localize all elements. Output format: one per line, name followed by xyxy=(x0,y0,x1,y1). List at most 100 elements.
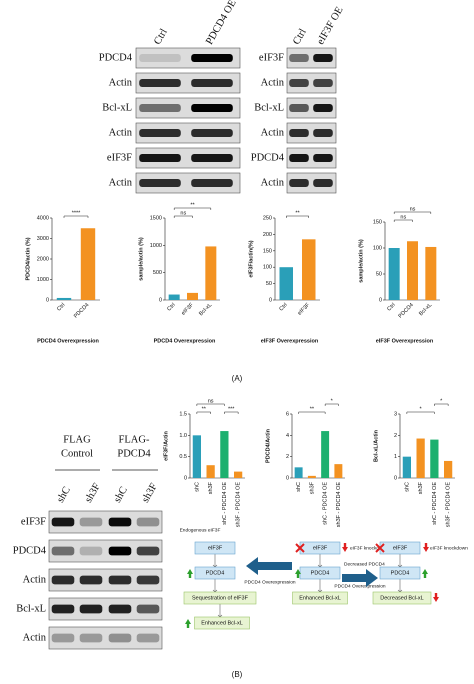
diagram-box xyxy=(372,591,432,605)
diagram-text: Decreased PDCD4 xyxy=(344,561,385,567)
group-header: FLAG- xyxy=(119,434,150,445)
bar xyxy=(187,292,198,300)
blot-strip xyxy=(286,147,337,169)
blot-band xyxy=(191,179,233,187)
blot-band xyxy=(313,54,333,62)
y-tick-label: 500 xyxy=(153,270,162,276)
diagram-box xyxy=(194,566,236,580)
blot-band xyxy=(313,79,333,87)
blot-band xyxy=(139,104,181,112)
y-tick-label: 0 xyxy=(286,475,289,481)
diagram-text: eIF3F knockdown xyxy=(350,545,388,551)
significance-label: * xyxy=(331,398,334,404)
flow-arrow xyxy=(397,554,403,568)
x-tick-label: shC - PDCD4 OE xyxy=(222,482,228,525)
lane-label: PDCD4 OE xyxy=(204,0,238,47)
arrow-icon xyxy=(295,569,301,578)
flow-arrow xyxy=(212,554,218,568)
group-header: FLAG xyxy=(63,434,91,445)
x-tick-label: sh3F xyxy=(208,481,214,494)
bar xyxy=(279,267,293,300)
diagram-text: Endogenous eIF3F xyxy=(180,527,221,533)
x-tick-label: shC xyxy=(296,482,302,492)
big-arrow xyxy=(246,557,292,575)
diagram-text: PDCD4 Overexpression xyxy=(334,583,386,589)
diagram-text: PDCD4 Overexpression xyxy=(244,579,296,585)
significance-bracket xyxy=(196,411,211,414)
bar xyxy=(388,248,400,300)
blot-band xyxy=(136,517,160,527)
significance-bracket xyxy=(224,411,239,414)
row-label: Actin xyxy=(23,574,47,585)
diagram-box xyxy=(379,566,421,580)
y-tick-label: 4000 xyxy=(37,215,49,221)
x-tick-label: Ctrl xyxy=(56,302,66,312)
row-label: Actin xyxy=(261,77,285,88)
y-tick-label: 100 xyxy=(263,265,272,271)
significance-label: ns xyxy=(208,398,214,404)
bar xyxy=(307,475,316,478)
diagram-box xyxy=(183,591,257,605)
flow-arrow xyxy=(317,579,323,593)
y-tick-label: 50 xyxy=(266,281,272,287)
arrow-icon xyxy=(423,543,429,552)
significance-label: ** xyxy=(202,406,207,412)
blot-strip xyxy=(286,97,337,119)
y-axis-label: Bcl-xL/Actin xyxy=(373,429,379,462)
x-axis-label: eIF3F Overexpression xyxy=(376,338,434,344)
x-tick-label: shC xyxy=(194,482,200,492)
x-tick-label: eIF3F xyxy=(297,302,312,317)
blot-band xyxy=(289,79,309,87)
lane-label: sh3F xyxy=(83,481,103,504)
significance-label: ** xyxy=(310,406,315,412)
blot-band xyxy=(139,154,181,162)
x-tick-label: PDCD4 xyxy=(398,302,415,319)
blot-band xyxy=(79,604,103,614)
x-tick-label: Bcl-xL xyxy=(418,302,433,317)
blot-band xyxy=(108,546,132,556)
significance-bracket xyxy=(434,403,449,406)
diagram-text: Decreased Bcl-xL xyxy=(380,595,423,601)
y-tick-label: 100 xyxy=(373,245,382,251)
y-tick-label: 0 xyxy=(159,297,162,303)
y-tick-label: 0 xyxy=(379,297,382,303)
lane-label: shC xyxy=(55,485,73,505)
lane-label: Ctrl xyxy=(152,27,170,47)
diagram-text: Enhanced Bcl-xL xyxy=(201,620,243,626)
y-tick-label: 200 xyxy=(263,232,272,238)
knockdown-cross xyxy=(295,543,305,553)
x-axis-label: eIF3F Overexpression xyxy=(261,338,319,344)
y-tick-label: 250 xyxy=(263,215,272,221)
significance-bracket xyxy=(406,411,435,414)
blot-strip xyxy=(286,72,337,94)
blot-band xyxy=(79,575,103,585)
bar xyxy=(234,471,243,478)
flow-arrow xyxy=(217,604,223,618)
y-tick-label: 150 xyxy=(373,219,382,225)
blot-strip xyxy=(135,122,241,144)
y-tick-label: 3 xyxy=(394,411,397,417)
blot-strip xyxy=(135,97,241,119)
blot-band xyxy=(139,54,181,62)
y-tick-label: 150 xyxy=(263,248,272,254)
row-label: PDCD4 xyxy=(13,545,47,556)
blot-band xyxy=(136,575,160,585)
blot-band xyxy=(191,104,233,112)
x-axis-label: PDCD4 Overexpression xyxy=(37,338,99,344)
y-tick-label: 1.5 xyxy=(179,411,187,417)
x-tick-label: shC - PDCD4 OE xyxy=(432,482,438,525)
row-label: Actin xyxy=(261,177,285,188)
blot-band xyxy=(313,154,333,162)
lane-label: Ctrl xyxy=(291,27,309,47)
blot-band xyxy=(79,633,103,643)
blot-strip xyxy=(135,72,241,94)
bar xyxy=(220,431,229,478)
blot-band xyxy=(108,517,132,527)
blot-band xyxy=(313,104,333,112)
y-axis-label: PDCD4/Actin xyxy=(265,428,271,463)
panel-label: (B) xyxy=(232,670,243,679)
y-axis-label: eIF3F/actin(%) xyxy=(248,240,254,277)
significance-bracket xyxy=(63,215,89,218)
